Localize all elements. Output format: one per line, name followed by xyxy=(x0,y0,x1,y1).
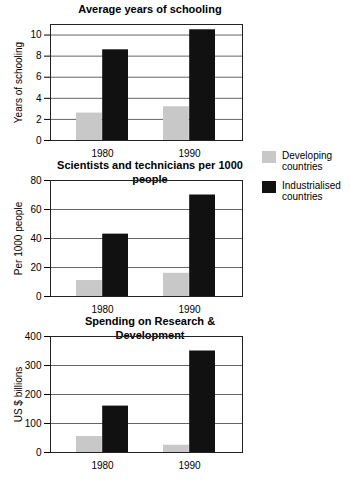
svg-text:300: 300 xyxy=(25,360,42,371)
svg-text:1980: 1980 xyxy=(91,460,114,470)
html-text:Scientists and technicians per: Scientists and technicians per 1000 peop… xyxy=(57,159,243,185)
svg-text:1980: 1980 xyxy=(91,304,114,314)
svg-text:1980: 1980 xyxy=(91,148,114,158)
svg-text:0: 0 xyxy=(36,447,42,458)
svg-text:8: 8 xyxy=(36,50,42,61)
svg-text:100: 100 xyxy=(25,418,42,429)
svg-text:1990: 1990 xyxy=(178,460,201,470)
svg-text:2: 2 xyxy=(36,114,42,125)
svg-text:0: 0 xyxy=(36,291,42,302)
svg-text:1990: 1990 xyxy=(178,148,201,158)
html-text:Developing countries: Developing countries xyxy=(282,150,332,172)
svg-text:US $ billions: US $ billions xyxy=(13,367,24,423)
svg-text:Per 1000 people: Per 1000 people xyxy=(13,201,24,275)
svg-text:6: 6 xyxy=(36,71,42,82)
svg-text:200: 200 xyxy=(25,389,42,400)
svg-text:20: 20 xyxy=(30,262,42,273)
html-text:Spending on Research & Develop: Spending on Research & Development xyxy=(84,315,216,341)
svg-text:40: 40 xyxy=(30,233,42,244)
svg-text:4: 4 xyxy=(36,93,42,104)
svg-text:10: 10 xyxy=(30,29,42,40)
svg-text:1990: 1990 xyxy=(178,304,201,314)
svg-text:60: 60 xyxy=(30,204,42,215)
svg-text:0: 0 xyxy=(36,135,42,146)
svg-text:80: 80 xyxy=(30,175,42,186)
svg-text:400: 400 xyxy=(25,331,42,342)
html-text:Average years of schooling: Average years of schooling xyxy=(78,3,222,15)
svg-text:Years of schooling: Years of schooling xyxy=(13,42,24,123)
html-text:Industrialised countries: Industrialised countries xyxy=(282,180,341,202)
